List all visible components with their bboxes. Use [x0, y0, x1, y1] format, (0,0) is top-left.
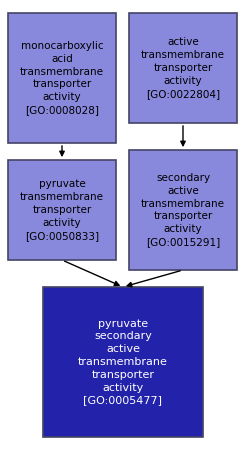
Text: pyruvate
secondary
active
transmembrane
transporter
activity
[GO:0005477]: pyruvate secondary active transmembrane …: [78, 318, 168, 405]
FancyBboxPatch shape: [8, 160, 116, 260]
Text: pyruvate
transmembrane
transporter
activity
[GO:0050833]: pyruvate transmembrane transporter activ…: [20, 179, 104, 240]
FancyBboxPatch shape: [129, 13, 237, 123]
Text: monocarboxylic
acid
transmembrane
transporter
activity
[GO:0008028]: monocarboxylic acid transmembrane transp…: [20, 41, 104, 115]
Text: secondary
active
transmembrane
transporter
activity
[GO:0015291]: secondary active transmembrane transport…: [141, 173, 225, 247]
FancyBboxPatch shape: [43, 287, 203, 437]
Text: active
transmembrane
transporter
activity
[GO:0022804]: active transmembrane transporter activit…: [141, 37, 225, 99]
FancyBboxPatch shape: [8, 13, 116, 143]
FancyBboxPatch shape: [129, 150, 237, 270]
